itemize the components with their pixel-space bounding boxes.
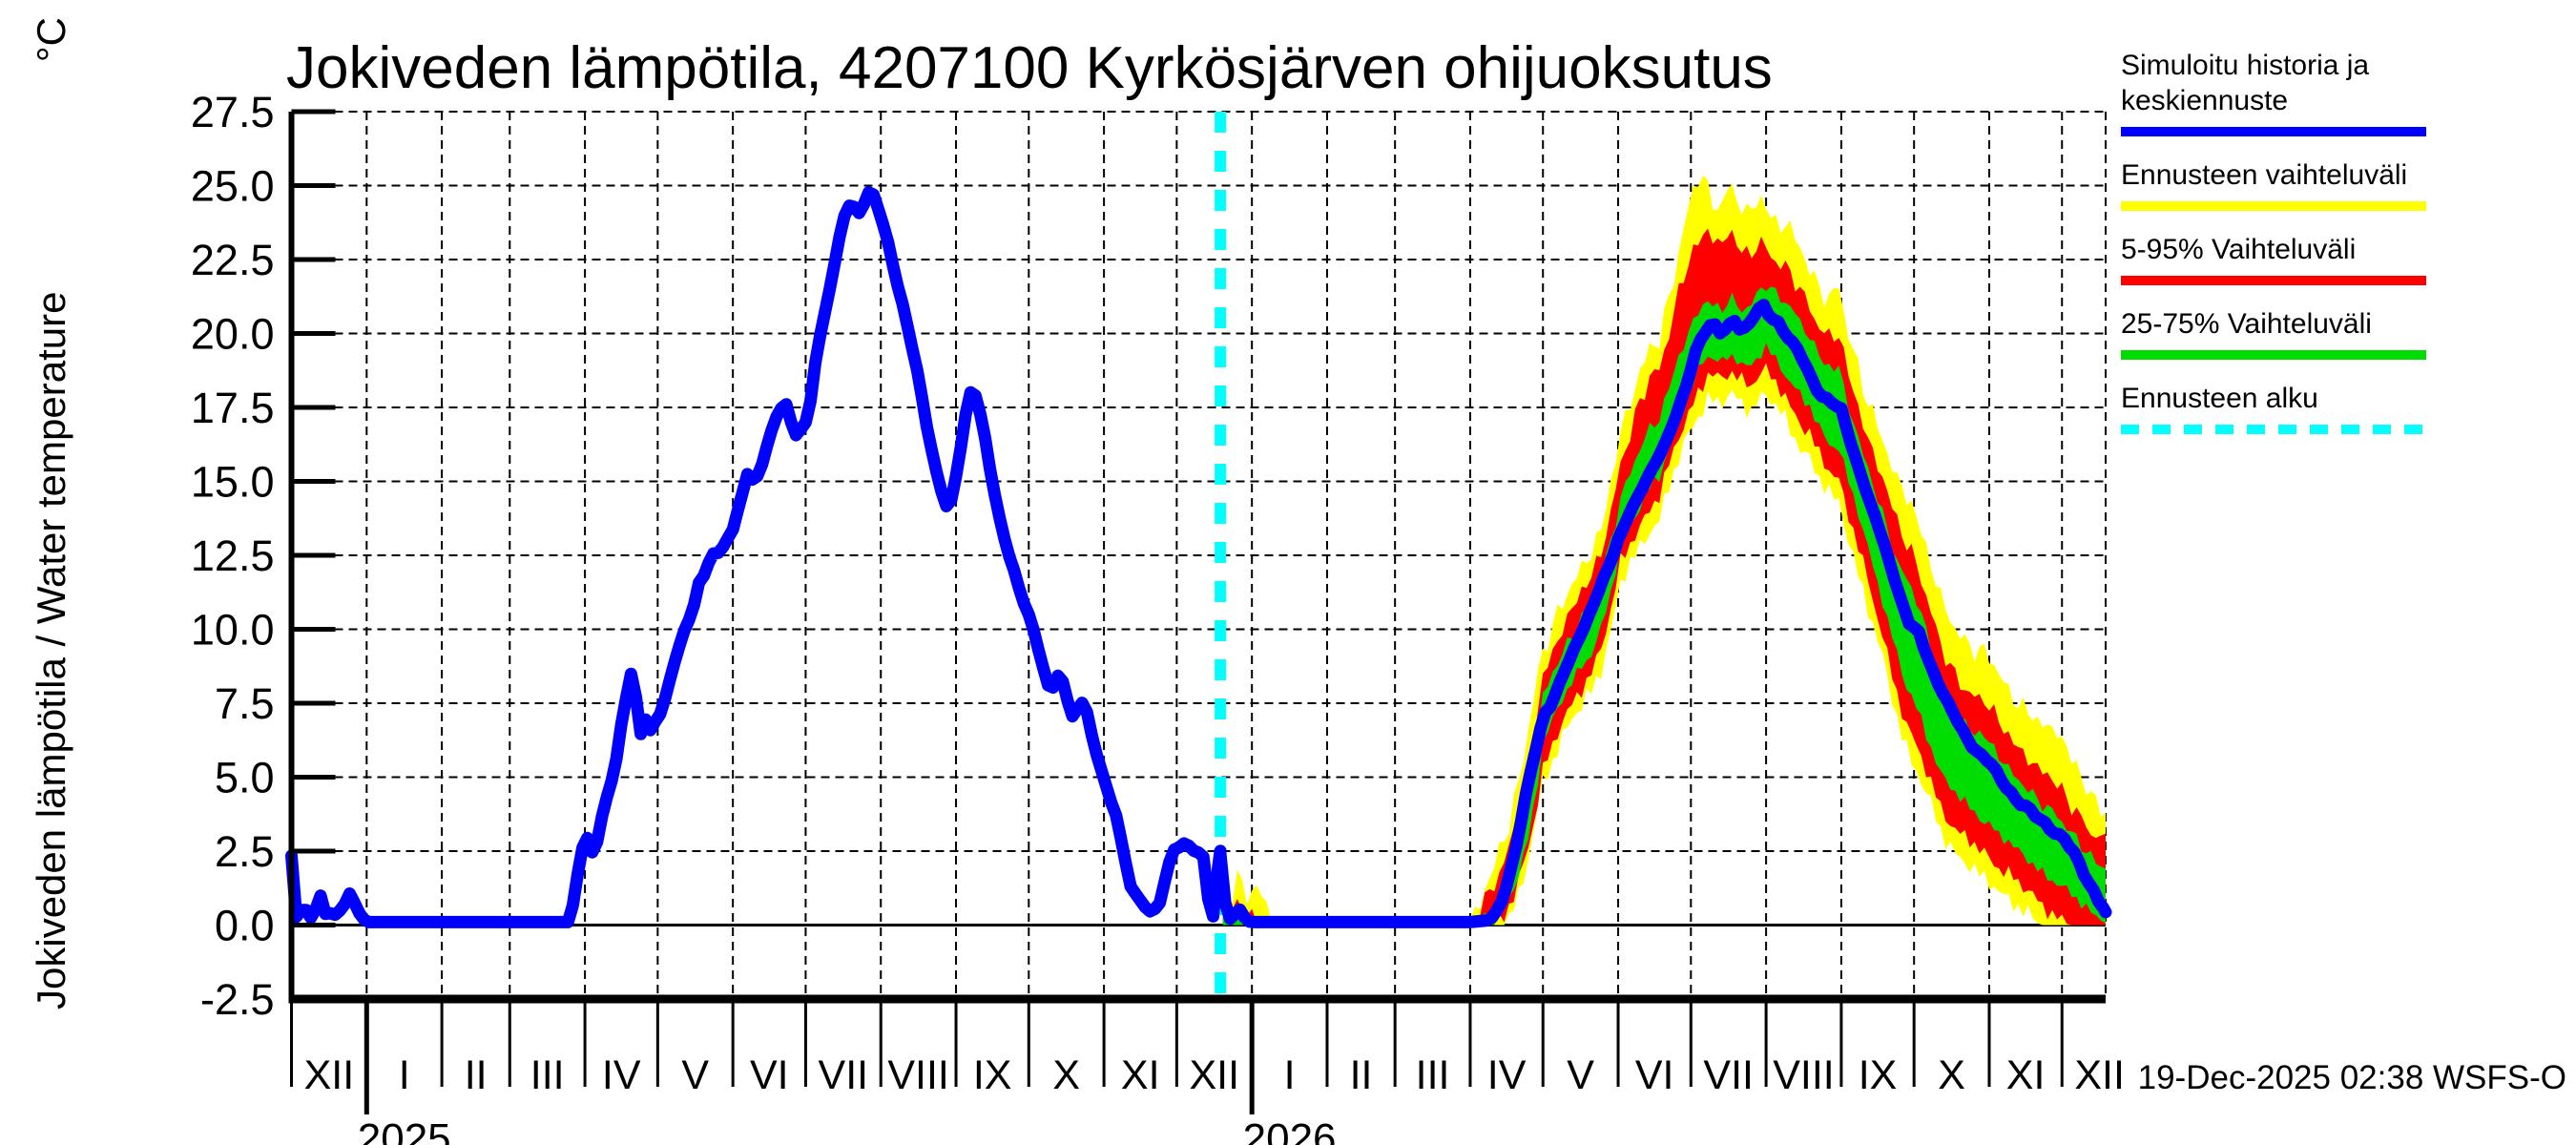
month-label: XI	[2006, 1052, 2046, 1098]
legend-swatch-full-range-line	[2121, 201, 2426, 211]
month-label: X	[1938, 1052, 1965, 1098]
legend-label-5-95: 5-95% Vaihteluväli	[2121, 234, 2357, 265]
legend-item-25-75: 25-75% Vaihteluväli	[2121, 306, 2450, 360]
month-label: I	[399, 1052, 410, 1098]
legend-label-25-75: 25-75% Vaihteluväli	[2121, 308, 2372, 340]
legend-swatch-25-75-line	[2121, 350, 2426, 360]
y-tick-label: 2.5	[215, 827, 275, 876]
legend-swatch-5-95-line	[2121, 276, 2426, 285]
forecast-median-line	[1214, 299, 2112, 928]
legend-label-forecast-start: Ennusteen alku	[2121, 383, 2318, 414]
month-label: IX	[1859, 1052, 1898, 1098]
chart-title: Jokiveden lämpötila, 4207100 Kyrkösjärve…	[286, 35, 1773, 101]
y-tick-label: 27.5	[191, 88, 275, 136]
y-tick-label: 15.0	[191, 458, 275, 507]
legend-item-history: Simuloitu historia ja keskiennuste	[2121, 48, 2450, 136]
month-label: III	[530, 1052, 565, 1098]
legend-label-full-range: Ennusteen vaihteluväli	[2121, 159, 2408, 191]
legend-swatch-forecast-start-line	[2121, 425, 2426, 434]
month-label: IV	[602, 1052, 641, 1098]
year-label: 2026	[1243, 1115, 1337, 1145]
y-tick-label: 12.5	[191, 531, 275, 580]
month-label: V	[1567, 1052, 1594, 1098]
month-label: VII	[819, 1052, 869, 1098]
month-label: II	[465, 1052, 488, 1098]
legend-swatch-history-line	[2121, 127, 2426, 136]
y-tick-label: 0.0	[215, 902, 275, 950]
year-label: 2025	[358, 1115, 451, 1145]
month-label: II	[1350, 1052, 1373, 1098]
month-label: XII	[2074, 1052, 2125, 1098]
month-label: VII	[1703, 1052, 1754, 1098]
band-p25-75	[1480, 286, 2106, 926]
legend-item-full-range: Ennusteen vaihteluväli	[2121, 157, 2450, 211]
y-tick-label: 17.5	[191, 384, 275, 432]
month-label: VIII	[1773, 1052, 1835, 1098]
month-label: XII	[304, 1052, 355, 1098]
month-label: XI	[1121, 1052, 1160, 1098]
legend-label-history: Simuloitu historia ja keskiennuste	[2121, 50, 2370, 116]
month-label: I	[1284, 1052, 1296, 1098]
y-tick-label: 10.0	[191, 606, 275, 655]
month-label: III	[1416, 1052, 1450, 1098]
legend-item-forecast-start: Ennusteen alku	[2121, 381, 2450, 434]
legend: Simuloitu historia ja keskiennuste Ennus…	[2121, 48, 2450, 455]
month-label: X	[1052, 1052, 1080, 1098]
month-label: IV	[1487, 1052, 1527, 1098]
month-label: VI	[1635, 1052, 1674, 1098]
y-tick-label: 22.5	[191, 236, 275, 284]
y-tick-label: -2.5	[200, 975, 275, 1024]
month-label: VIII	[887, 1052, 949, 1098]
generation-timestamp: 19-Dec-2025 02:38 WSFS-O	[2137, 1059, 2566, 1096]
month-label: V	[681, 1052, 709, 1098]
legend-item-5-95: 5-95% Vaihteluväli	[2121, 232, 2450, 285]
y-tick-label: 25.0	[191, 162, 275, 211]
history-line	[285, 186, 1227, 928]
month-label: XII	[1189, 1052, 1239, 1098]
y-tick-label: 5.0	[215, 754, 275, 802]
month-label: IX	[973, 1052, 1012, 1098]
month-label: VI	[750, 1052, 789, 1098]
y-tick-label: 20.0	[191, 310, 275, 359]
y-tick-label: 7.5	[215, 679, 275, 728]
